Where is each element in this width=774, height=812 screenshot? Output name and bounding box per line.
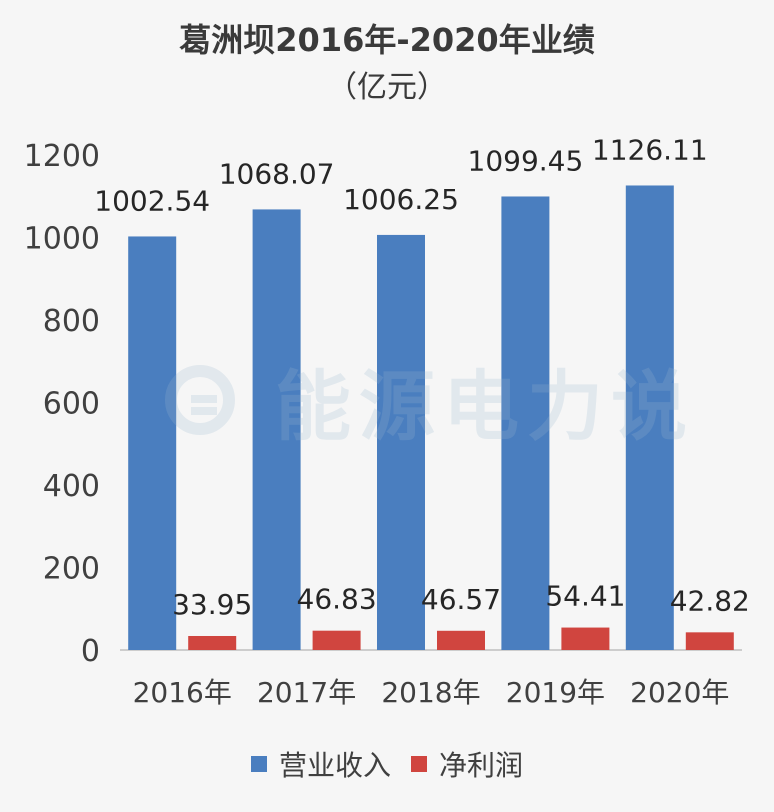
bar-net-profit — [312, 630, 361, 650]
legend-item-revenue: 营业收入 — [250, 744, 391, 784]
legend: 营业收入 净利润 — [0, 744, 774, 784]
data-label-revenue: 1002.54 — [94, 184, 210, 217]
data-label-net-profit: 46.83 — [297, 583, 377, 616]
y-tick-label: 1200 — [24, 139, 100, 174]
legend-swatch-revenue — [250, 756, 267, 772]
data-label-net-profit: 54.41 — [545, 580, 625, 613]
legend-swatch-net-profit — [411, 756, 427, 772]
legend-label-revenue: 营业收入 — [278, 749, 391, 782]
x-tick-label: 2018年 — [381, 676, 480, 709]
y-tick-label: 800 — [43, 304, 100, 339]
bar-revenue — [625, 185, 674, 651]
y-tick-label: 200 — [43, 552, 100, 587]
x-tick-label: 2019年 — [506, 676, 605, 709]
chart-title: 葛洲坝2016年-2020年业绩 — [179, 21, 595, 59]
bar-net-profit — [561, 627, 610, 650]
data-label-net-profit: 46.57 — [421, 583, 501, 616]
bar-net-profit — [188, 635, 237, 650]
x-tick-label: 2016年 — [133, 676, 232, 709]
data-label-revenue: 1006.25 — [343, 183, 459, 216]
bar-revenue — [252, 209, 301, 650]
x-tick-label: 2020年 — [630, 676, 729, 709]
y-tick-label: 400 — [43, 469, 100, 504]
bar-revenue — [377, 234, 425, 650]
bar-net-profit — [685, 632, 734, 650]
chart-subtitle: （亿元） — [327, 70, 447, 105]
bar-chart: 0 200 400 600 800 1000 1200 1002.54 33.95 2016年 10… — [24, 133, 750, 709]
data-label-revenue: 1126.11 — [592, 133, 708, 166]
y-tick-label: 600 — [43, 387, 100, 422]
data-label-revenue: 1099.45 — [468, 144, 584, 177]
y-tick-label: 0 — [81, 634, 100, 669]
legend-label-net-profit: 净利润 — [439, 749, 524, 782]
data-label-net-profit: 42.82 — [670, 584, 750, 617]
bar-net-profit — [437, 630, 485, 650]
x-tick-label: 2017年 — [257, 676, 356, 709]
data-label-revenue: 1068.07 — [219, 157, 335, 190]
y-tick-label: 1000 — [24, 222, 100, 257]
bar-revenue — [501, 196, 550, 650]
bar-revenue — [128, 236, 177, 650]
data-label-net-profit: 33.95 — [172, 588, 252, 621]
legend-item-net-profit: 净利润 — [411, 744, 523, 784]
